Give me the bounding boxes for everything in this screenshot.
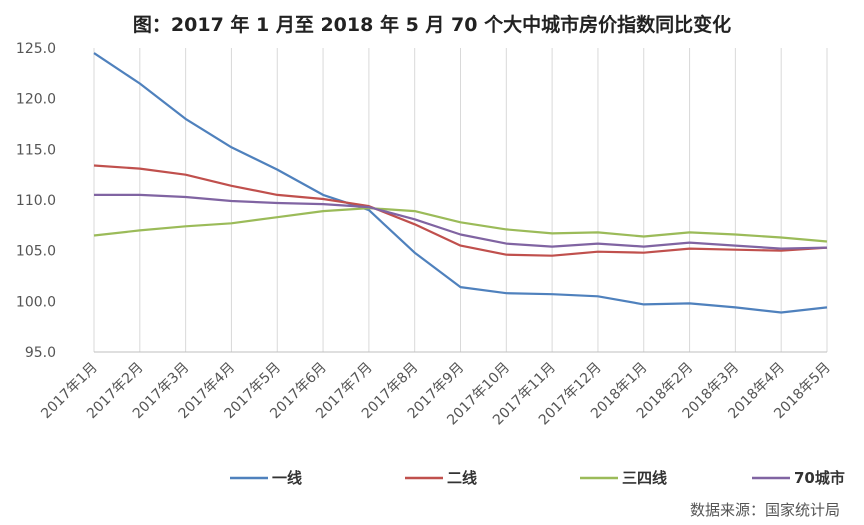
series-line bbox=[93, 207, 828, 243]
y-tick-label: 110.0 bbox=[16, 193, 56, 209]
y-tick-label: 105.0 bbox=[16, 244, 56, 260]
series-lines bbox=[93, 52, 828, 314]
legend-label: 二线 bbox=[447, 469, 477, 487]
legend-label: 70城市 bbox=[794, 469, 845, 487]
source-note: 数据来源：国家统计局 bbox=[690, 501, 840, 519]
y-tick-label: 120.0 bbox=[16, 92, 56, 108]
legend-label: 一线 bbox=[272, 469, 302, 487]
gridlines bbox=[93, 48, 828, 353]
legend-label: 三四线 bbox=[622, 469, 667, 487]
series-line bbox=[94, 193, 828, 250]
legend: 一线 二线 三四线 70城市 bbox=[230, 469, 845, 487]
chart-title: 图：2017 年 1 月至 2018 年 5 月 70 个大中城市房价指数同比变… bbox=[133, 13, 731, 36]
y-tick-label: 100.0 bbox=[16, 294, 56, 310]
y-tick-label: 95.0 bbox=[25, 345, 56, 361]
x-axis: 2017年1月2017年2月2017年3月2017年4月2017年5月2017年… bbox=[38, 360, 834, 429]
y-axis: 95.0 100.0 105.0 110.0 115.0 120.0 125.0 bbox=[16, 41, 56, 361]
series-line bbox=[93, 52, 828, 314]
y-tick-label: 125.0 bbox=[16, 41, 56, 57]
y-tick-label: 115.0 bbox=[16, 142, 56, 158]
series-line bbox=[93, 164, 828, 257]
